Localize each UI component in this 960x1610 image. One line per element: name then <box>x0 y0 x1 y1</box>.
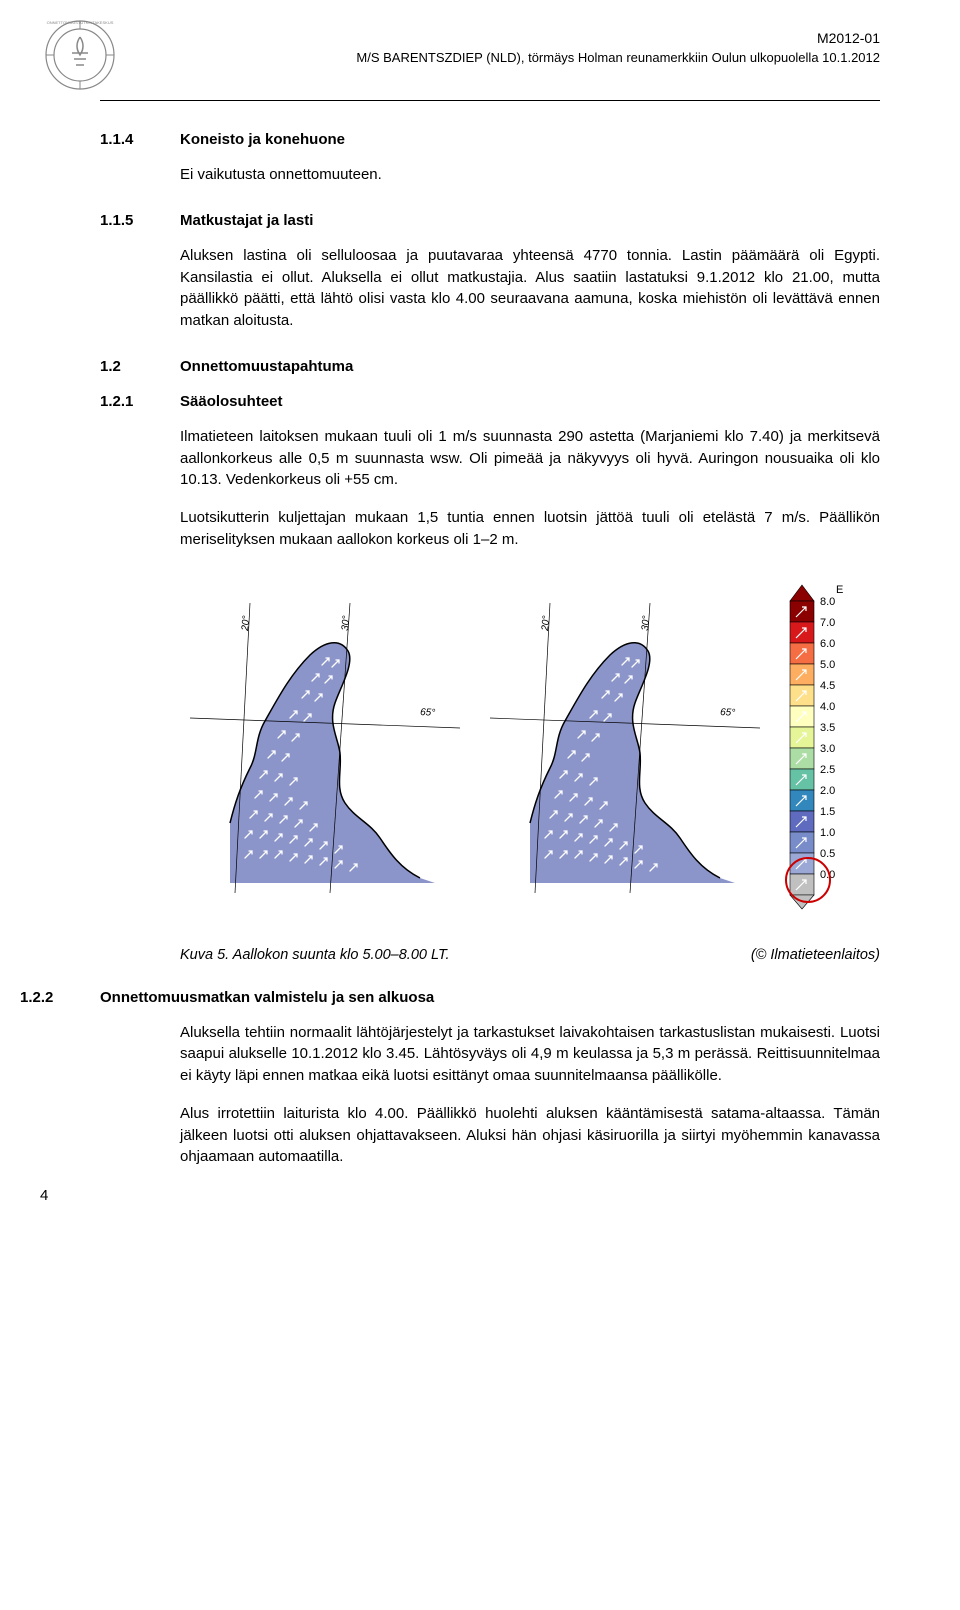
section-title: Koneisto ja konehuone <box>180 131 345 148</box>
page-number: 4 <box>40 1187 48 1204</box>
svg-text:2.5: 2.5 <box>820 764 835 776</box>
svg-text:8.0: 8.0 <box>820 596 835 608</box>
svg-text:30°: 30° <box>640 615 652 631</box>
svg-text:5.0: 5.0 <box>820 659 835 671</box>
paragraph: Alus irrotettiin laiturista klo 4.00. Pä… <box>180 1103 880 1168</box>
section-title: Onnettomuustapahtuma <box>180 358 353 375</box>
doc-title: M/S BARENTSZDIEP (NLD), törmäys Holman r… <box>356 50 880 65</box>
figure-caption-left: Kuva 5. Aallokon suunta klo 5.00–8.00 LT… <box>180 947 450 963</box>
svg-text:20°: 20° <box>540 615 552 632</box>
figure-caption: Kuva 5. Aallokon suunta klo 5.00–8.00 LT… <box>180 947 880 963</box>
svg-text:E: E <box>836 584 843 596</box>
section-title: Sääolosuhteet <box>180 393 283 410</box>
paragraph: Ei vaikutusta onnettomuuteen. <box>180 164 880 186</box>
svg-text:3.5: 3.5 <box>820 722 835 734</box>
svg-text:0.5: 0.5 <box>820 848 835 860</box>
agency-logo: ONNETTOMUUSTUTKINTAKESKUS <box>40 15 120 95</box>
svg-text:1.0: 1.0 <box>820 827 835 839</box>
section-title: Onnettomuusmatkan valmistelu ja sen alku… <box>100 989 434 1006</box>
paragraph: Luotsikutterin kuljettajan mukaan 1,5 tu… <box>180 507 880 551</box>
paragraph: Aluksella tehtiin normaalit lähtöjärjest… <box>180 1022 880 1087</box>
section-heading: 1.2.2 Onnettomuusmatkan valmistelu ja se… <box>20 989 880 1006</box>
section-heading: 1.1.4 Koneisto ja konehuone <box>100 131 880 148</box>
page-header: ONNETTOMUUSTUTKINTAKESKUS M2012-01 M/S B… <box>100 30 880 101</box>
svg-text:1.5: 1.5 <box>820 806 835 818</box>
section-heading: 1.1.5 Matkustajat ja lasti <box>100 212 880 229</box>
svg-text:ONNETTOMUUSTUTKINTAKESKUS: ONNETTOMUUSTUTKINTAKESKUS <box>47 20 114 25</box>
section-heading: 1.2.1 Sääolosuhteet <box>100 393 880 410</box>
paragraph: Ilmatieteen laitoksen mukaan tuuli oli 1… <box>180 426 880 491</box>
section-number: 1.2.1 <box>100 393 180 410</box>
svg-text:3.0: 3.0 <box>820 743 835 755</box>
figure-wave-direction: 20° 30° 65° 20° 30° 65° 8.0 7.0 6.0 5.0 4.5 4.0 3.5 3… <box>180 573 880 937</box>
svg-text:65°: 65° <box>720 707 736 719</box>
figure-caption-right: (© Ilmatieteenlaitos) <box>751 947 880 963</box>
doc-code: M2012-01 <box>356 30 880 46</box>
svg-text:7.0: 7.0 <box>820 617 835 629</box>
svg-text:2.0: 2.0 <box>820 785 835 797</box>
svg-text:65°: 65° <box>420 707 436 719</box>
paragraph: Aluksen lastina oli selluloosaa ja puuta… <box>180 245 880 332</box>
section-heading: 1.2 Onnettomuustapahtuma <box>100 358 880 375</box>
section-number: 1.2 <box>100 358 180 375</box>
section-number: 1.1.4 <box>100 131 180 148</box>
section-number: 1.2.2 <box>20 989 100 1006</box>
svg-text:30°: 30° <box>340 615 352 631</box>
svg-text:4.0: 4.0 <box>820 701 835 713</box>
section-title: Matkustajat ja lasti <box>180 212 313 229</box>
svg-text:4.5: 4.5 <box>820 680 835 692</box>
svg-text:6.0: 6.0 <box>820 638 835 650</box>
svg-text:20°: 20° <box>240 615 252 632</box>
section-number: 1.1.5 <box>100 212 180 229</box>
